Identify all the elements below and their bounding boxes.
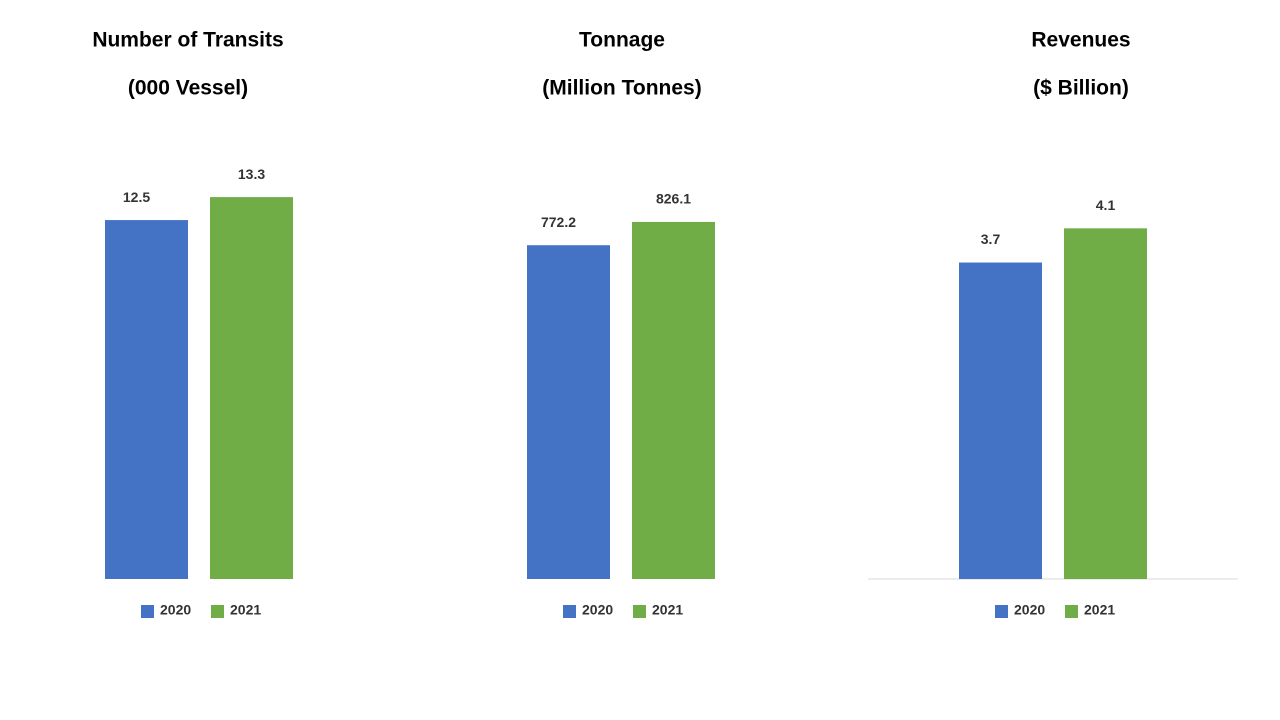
chart-title: Number of Transits <box>92 29 283 52</box>
data-label: 826.1 <box>656 191 691 207</box>
bar <box>959 262 1042 579</box>
chart-subtitle: ($ Billion) <box>1033 77 1129 100</box>
legend-swatch <box>563 605 576 618</box>
bar <box>105 220 188 580</box>
legend-label: 2021 <box>230 602 261 618</box>
chart-subtitle: (Million Tonnes) <box>542 77 701 100</box>
chart-subtitle: (000 Vessel) <box>128 77 248 100</box>
data-label: 772.2 <box>541 214 576 230</box>
data-label: 4.1 <box>1096 197 1116 213</box>
data-label: 12.5 <box>123 189 150 205</box>
chart-title: Tonnage <box>579 29 665 52</box>
bar <box>1064 228 1147 579</box>
data-label: 13.3 <box>238 166 265 182</box>
bar <box>632 221 715 579</box>
legend-swatch <box>141 605 154 618</box>
legend-label: 2020 <box>160 602 191 618</box>
bar <box>527 245 610 579</box>
legend-swatch <box>633 605 646 618</box>
data-label: 3.7 <box>981 231 1001 247</box>
legend-swatch <box>1065 605 1078 618</box>
legend-label: 2021 <box>1084 602 1115 618</box>
bar <box>210 197 293 579</box>
legend-swatch <box>211 605 224 618</box>
legend-label: 2021 <box>652 602 683 618</box>
legend-label: 2020 <box>582 602 613 618</box>
legend-label: 2020 <box>1014 602 1045 618</box>
chart-title: Revenues <box>1031 29 1130 52</box>
legend-swatch <box>995 605 1008 618</box>
